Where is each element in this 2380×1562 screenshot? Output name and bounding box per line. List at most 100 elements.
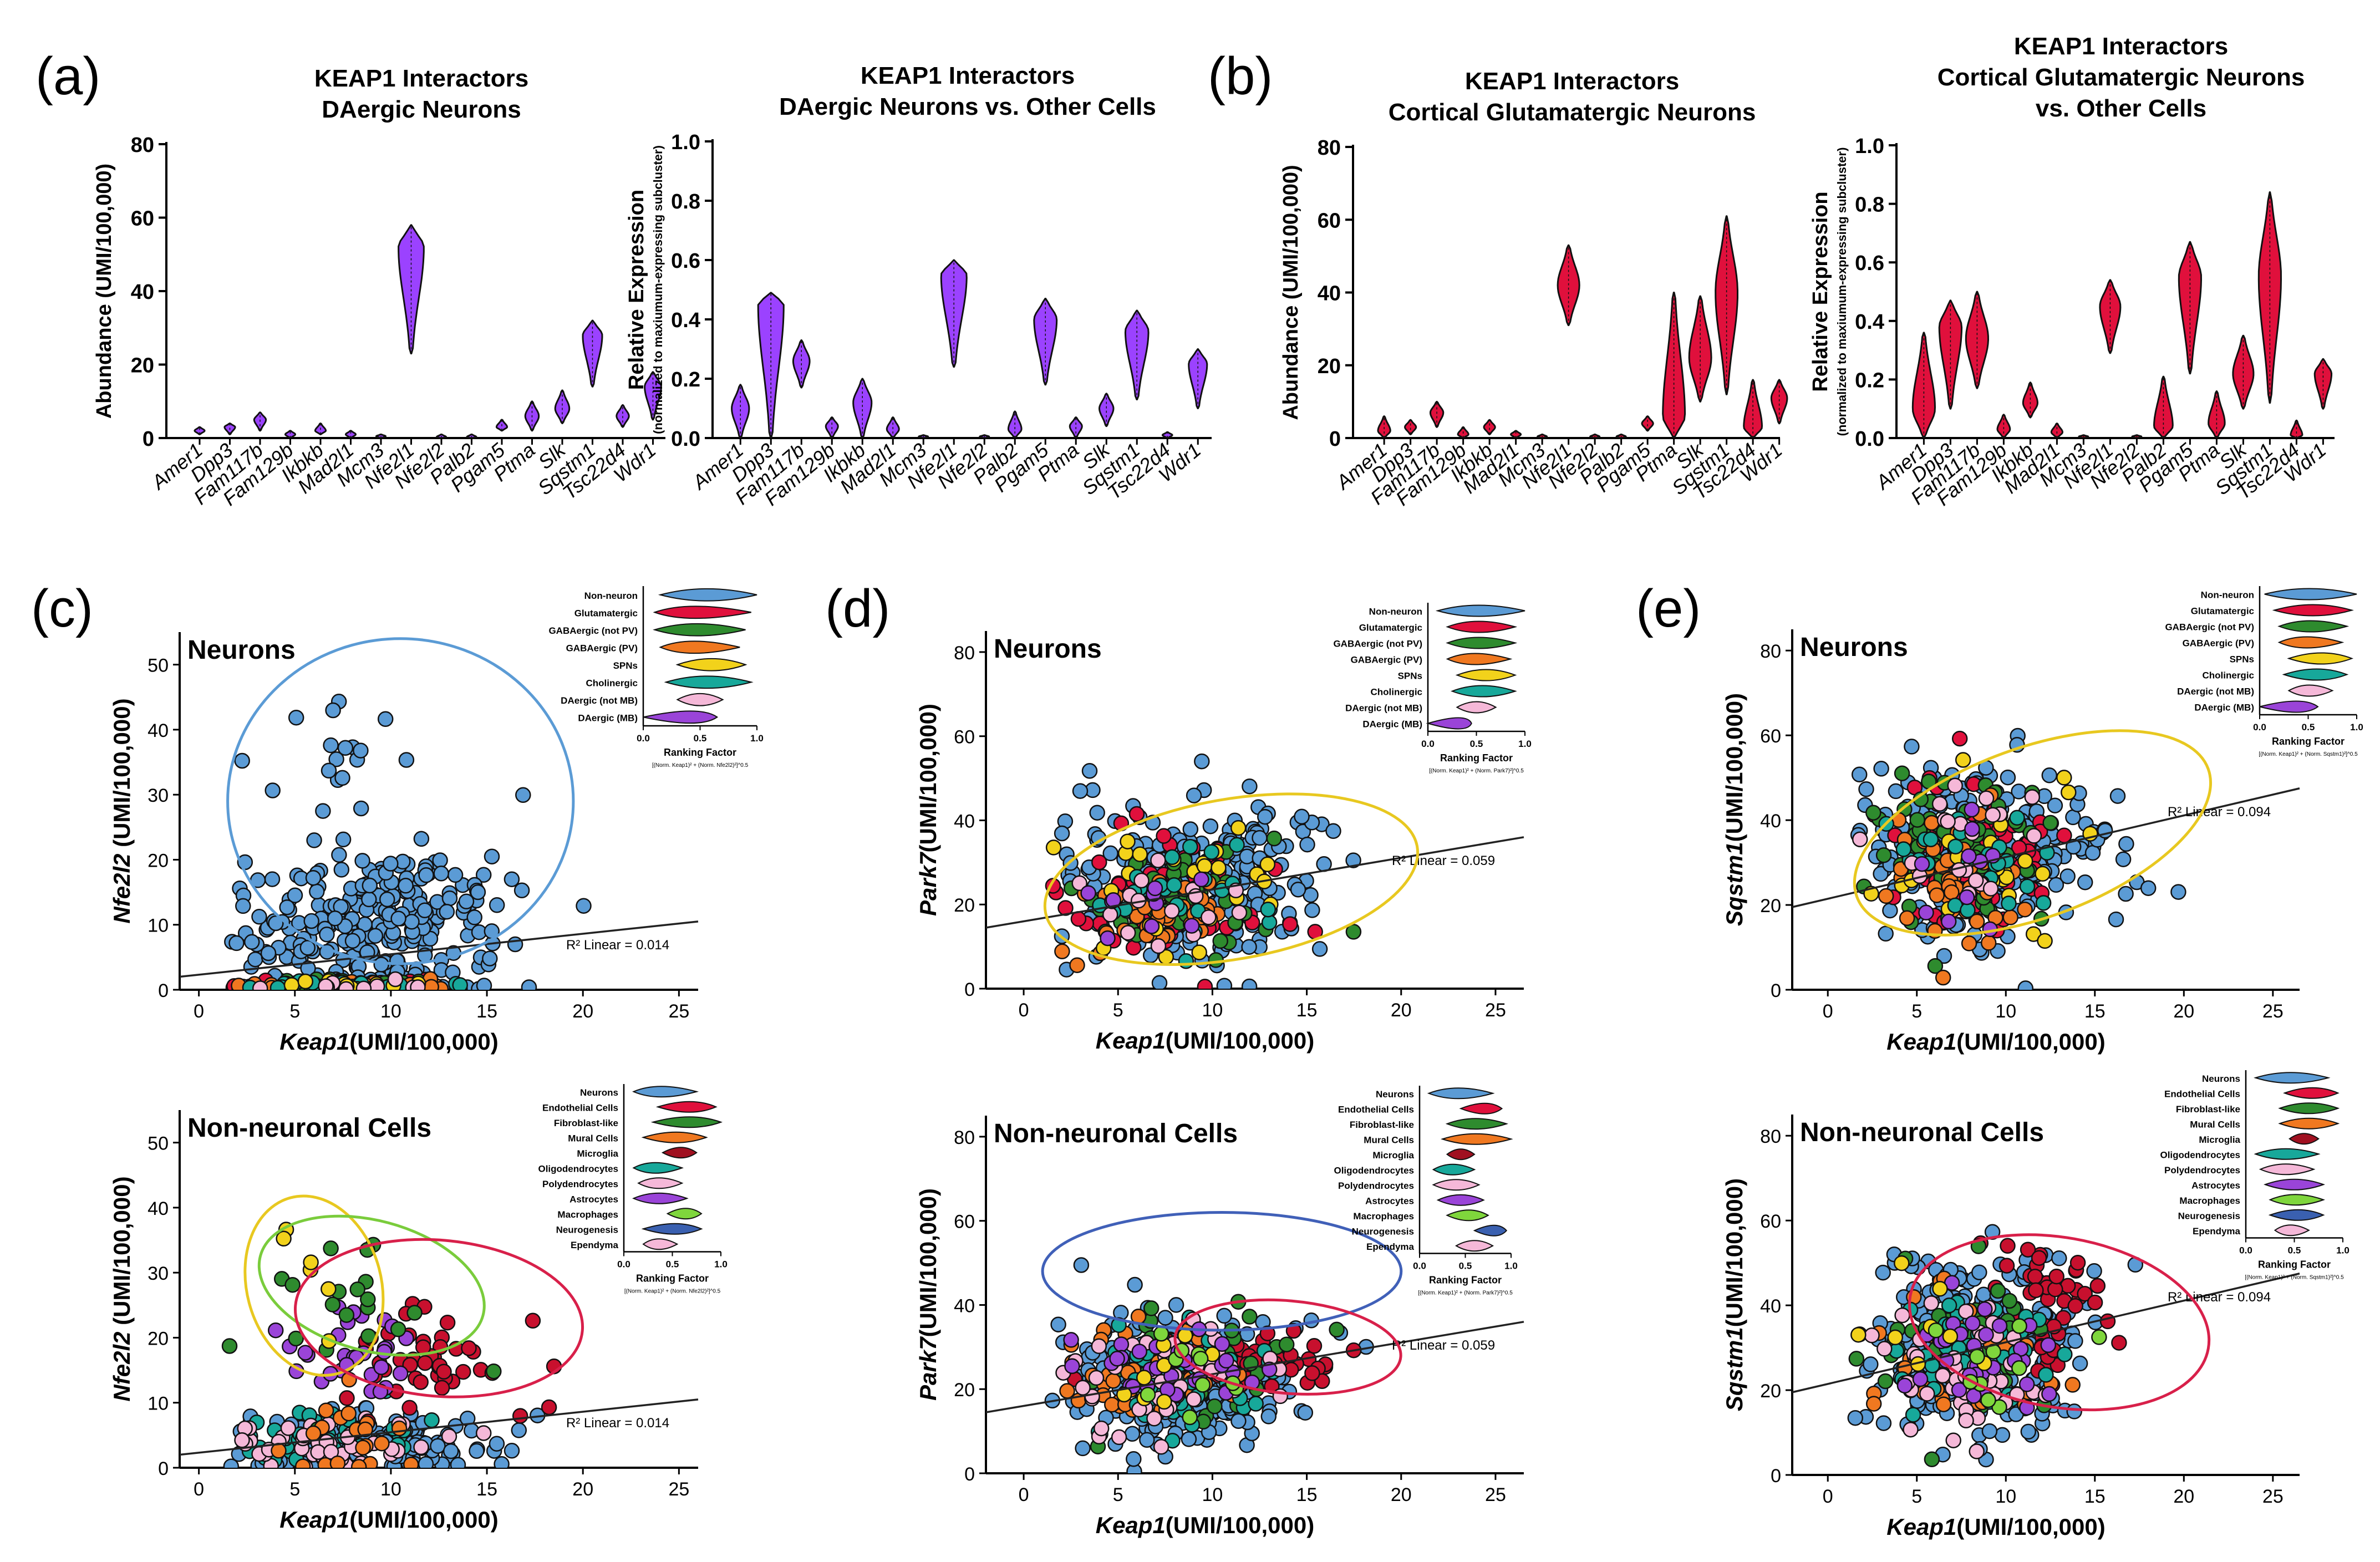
y-tick-label: 20 <box>954 895 975 916</box>
legend-row-label: Neurons <box>2202 1073 2240 1084</box>
data-point <box>1864 1327 1880 1344</box>
data-point <box>1965 1315 1981 1331</box>
data-point <box>1932 1281 1948 1297</box>
x-axis-label: Keap1(UMI/100,000) <box>1096 1512 1315 1538</box>
data-point <box>401 1400 418 1416</box>
data-point <box>268 915 284 932</box>
data-point <box>458 893 475 910</box>
data-point <box>305 869 322 886</box>
x-tick-label: 10 <box>380 1001 401 1022</box>
legend-violin-DAergic (MB) <box>2259 700 2319 713</box>
data-point <box>1909 812 1925 828</box>
x-axis-label: Keap1(UMI/100,000) <box>1096 1027 1315 1054</box>
data-point <box>1081 763 1098 779</box>
legend-title: Ranking Factor <box>2272 736 2345 747</box>
data-point <box>1111 1429 1127 1446</box>
data-point <box>1875 1264 1891 1281</box>
data-point <box>376 1344 393 1360</box>
panel-label-a: (a) <box>35 47 100 106</box>
legend-violin-Microglia <box>2289 1133 2320 1145</box>
data-point <box>1345 852 1361 868</box>
chart-title-line: vs. Other Cells <box>2036 95 2206 122</box>
chart-title: Neurons <box>187 635 296 665</box>
y-tick-label: 40 <box>148 720 169 741</box>
data-point <box>1947 777 1963 794</box>
legend-violin-DAergic (not MB) <box>676 693 724 706</box>
data-point <box>1990 1283 2006 1299</box>
data-point <box>2017 980 2034 990</box>
legend-row-label: Astrocytes <box>1365 1195 1414 1206</box>
data-point <box>513 882 530 899</box>
inset-legend: Non-neuron Glutamatergic GABAergic (not PV… <box>2165 586 2363 757</box>
x-tick-label: 5 <box>1911 1001 1922 1022</box>
data-point <box>1156 1393 1172 1410</box>
x-tick-label: 5 <box>1113 1000 1123 1021</box>
data-point <box>1282 916 1298 932</box>
data-point <box>1050 1316 1066 1332</box>
y-tick-label: 20 <box>954 1380 975 1401</box>
data-point <box>1182 1409 1198 1426</box>
legend-violin-Neurogenesis <box>641 1223 703 1235</box>
data-point <box>1073 1257 1090 1273</box>
data-point <box>1875 1415 1892 1431</box>
data-point <box>1894 765 1910 781</box>
y-axis-label: Sqstm1(UMI/100,000) <box>1721 1178 1747 1411</box>
scatter-points <box>221 1222 562 1468</box>
data-point <box>1151 975 1168 989</box>
chart-title-line: KEAP1 Interactors <box>314 65 528 92</box>
data-point <box>1128 806 1145 822</box>
legend-violin-Polydendrocytes <box>1432 1179 1481 1191</box>
data-point <box>1260 1408 1277 1424</box>
data-point <box>1345 924 1362 940</box>
y-tick-label: 0 <box>158 1458 169 1479</box>
legend-row-label: DAergic (not MB) <box>2177 686 2254 697</box>
data-point <box>1297 1405 1314 1421</box>
data-point <box>2001 896 2017 912</box>
legend-row-label: DAergic (MB) <box>1362 719 1422 730</box>
legend-violin-Cholinergic <box>2282 668 2349 681</box>
regression-line <box>985 836 1524 929</box>
panel-label-d: (d) <box>825 579 890 638</box>
y-tick-label: 0 <box>964 979 975 1000</box>
data-point <box>315 803 331 819</box>
data-point <box>489 897 505 913</box>
data-point <box>243 934 260 950</box>
data-point <box>1306 1338 1323 1354</box>
data-point <box>247 951 263 968</box>
y-tick-label: 0 <box>158 980 169 1001</box>
regression-line <box>1792 787 2300 908</box>
data-point <box>1166 877 1182 893</box>
legend-row-label: SPNs <box>2230 654 2254 665</box>
violin-Pgam5 <box>1641 415 1654 432</box>
highlight-ellipse <box>1043 792 1420 966</box>
data-point <box>2091 1329 2107 1345</box>
chart-title-line: KEAP1 Interactors <box>861 62 1075 89</box>
data-point <box>1252 830 1268 846</box>
data-point <box>504 1443 520 1459</box>
legend-violin-Astrocytes <box>2264 1178 2325 1190</box>
data-point <box>2037 933 2053 949</box>
legend-row-label: Endothelial Cells <box>2164 1088 2240 1099</box>
data-point <box>2072 1355 2088 1372</box>
y-tick-label: 80 <box>1760 1126 1781 1147</box>
data-point <box>2038 1367 2054 1383</box>
y-tick-label: 60 <box>131 207 154 231</box>
data-point <box>392 1365 409 1382</box>
data-point <box>1899 910 1915 927</box>
legend-violin-Mural Cells <box>641 1131 708 1143</box>
data-point <box>1054 825 1070 842</box>
data-point <box>1877 1373 1894 1390</box>
data-point <box>1194 753 1210 770</box>
data-point <box>353 742 369 759</box>
data-point <box>2087 1294 2103 1311</box>
data-point <box>2061 784 2077 801</box>
data-point <box>1959 889 1975 905</box>
legend-row-label: Glutamatergic <box>574 608 638 618</box>
data-point <box>318 1402 334 1418</box>
data-point <box>1193 871 1209 888</box>
y-tick-label: 80 <box>1760 641 1781 662</box>
legend-row-label: SPNs <box>613 660 638 671</box>
legend-violin-Fibroblast-like <box>1445 1118 1508 1130</box>
data-point <box>1991 1317 2008 1334</box>
y-tick-label: 0.0 <box>671 428 700 451</box>
